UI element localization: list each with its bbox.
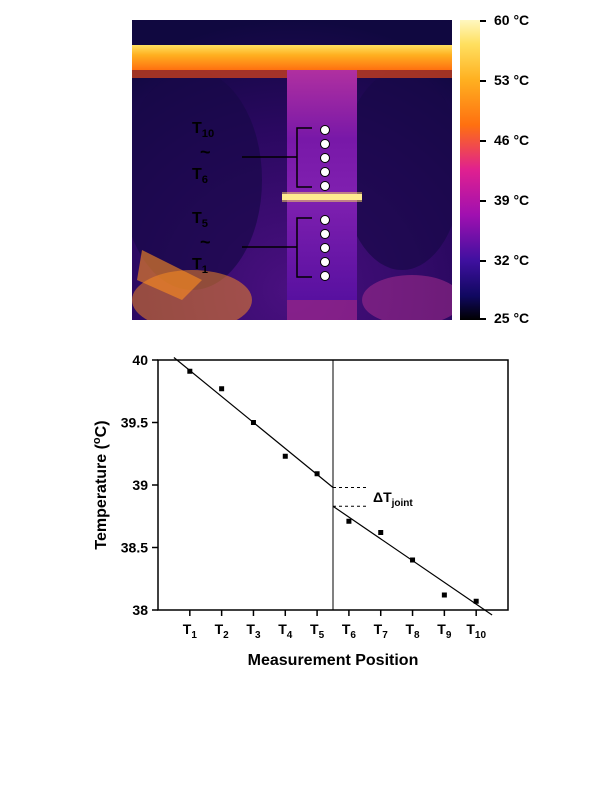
cb-label-1: 53 °C	[494, 72, 529, 88]
data-marker	[187, 369, 192, 374]
xtick-8: T8	[405, 621, 420, 641]
measure-dot-t10	[320, 125, 330, 135]
cb-tick-39	[480, 200, 486, 202]
data-marker	[378, 530, 383, 535]
cb-label-5: 25 °C	[494, 310, 529, 326]
xtick-1: T1	[183, 621, 198, 641]
delta-t-text: ΔT	[373, 489, 392, 505]
colorbar-group: 60 °C 53 °C 46 °C 39 °C 32 °C 25 °C	[460, 20, 484, 320]
xtick-6: T6	[342, 621, 357, 641]
cb-tick-32	[480, 260, 486, 262]
xtick-4: T4	[278, 621, 293, 641]
y-axis: 38 38.5 39 39.5 40	[121, 352, 158, 618]
chart-svg: 38 38.5 39 39.5 40 T1 T2 T3 T4 T5 T6 T7 T8 T9 T10	[88, 340, 528, 680]
cb-label-2: 46 °C	[494, 132, 529, 148]
x-axis: T1 T2 T3 T4 T5 T6 T7 T8 T9 T10	[183, 610, 487, 641]
label-T-1: T	[192, 256, 202, 273]
data-marker	[219, 386, 224, 391]
y-axis-label: Temperature (oC)	[91, 420, 110, 549]
chart-panel: 38 38.5 39 39.5 40 T1 T2 T3 T4 T5 T6 T7 T8 T9 T10	[88, 340, 528, 680]
annotation-t1: T1	[192, 256, 208, 276]
measure-dot-t4	[320, 229, 330, 239]
annotation-t10: T10	[192, 120, 214, 140]
measure-dot-t3	[320, 243, 330, 253]
tilde-top: ~	[200, 142, 211, 162]
measure-dot-t2	[320, 257, 330, 267]
measure-dot-t9	[320, 139, 330, 149]
xtick-2: T2	[215, 621, 230, 641]
xtick-9: T9	[437, 621, 452, 641]
tilde-bottom: ~	[200, 232, 211, 252]
annotation-tilde-top: ~	[200, 142, 211, 163]
annotation-t6: T6	[192, 166, 208, 186]
measure-dot-t8	[320, 153, 330, 163]
data-marker	[251, 420, 256, 425]
label-sub-1: 1	[202, 264, 208, 276]
ytick-38: 38	[132, 602, 148, 618]
data-marker	[442, 593, 447, 598]
measure-dot-t7	[320, 167, 330, 177]
thermal-image: T10 ~ T6 T5 ~ T1	[132, 20, 452, 320]
cb-tick-25	[480, 318, 486, 320]
data-marker	[474, 599, 479, 604]
cb-tick-46	[480, 140, 486, 142]
measure-dot-t6	[320, 181, 330, 191]
label-sub-5: 5	[202, 218, 208, 230]
figure-container: T10 ~ T6 T5 ~ T1	[20, 20, 596, 680]
delta-t-sub: joint	[391, 498, 414, 509]
cb-label-0: 60 °C	[494, 12, 529, 28]
cb-tick-60	[480, 20, 486, 22]
label-T-5: T	[192, 210, 202, 227]
thermal-svg	[132, 20, 452, 320]
thermal-panel: T10 ~ T6 T5 ~ T1	[132, 20, 484, 320]
cb-label-4: 32 °C	[494, 252, 529, 268]
colorbar	[460, 20, 480, 320]
annotation-t5: T5	[192, 210, 208, 230]
label-sub-10: 10	[202, 128, 214, 140]
xtick-3: T3	[246, 621, 261, 641]
data-marker	[410, 558, 415, 563]
ytick-38.5: 38.5	[121, 540, 148, 556]
label-sub-6: 6	[202, 174, 208, 186]
measure-dot-t1	[320, 271, 330, 281]
colorbar-svg	[460, 20, 480, 320]
xtick-10: T10	[466, 621, 486, 641]
x-axis-label: Measurement Position	[248, 652, 419, 669]
data-marker	[315, 471, 320, 476]
data-marker	[283, 454, 288, 459]
ytick-39.5: 39.5	[121, 415, 148, 431]
label-T-top: T	[192, 120, 202, 137]
data-marker	[346, 519, 351, 524]
ytick-40: 40	[132, 352, 148, 368]
xtick-5: T5	[310, 621, 325, 641]
cb-label-3: 39 °C	[494, 192, 529, 208]
xtick-7: T7	[374, 621, 389, 641]
annotation-tilde-bottom: ~	[200, 232, 211, 253]
measure-dot-t5	[320, 215, 330, 225]
label-T-6: T	[192, 166, 202, 183]
ytick-39: 39	[132, 477, 148, 493]
cb-tick-53	[480, 80, 486, 82]
